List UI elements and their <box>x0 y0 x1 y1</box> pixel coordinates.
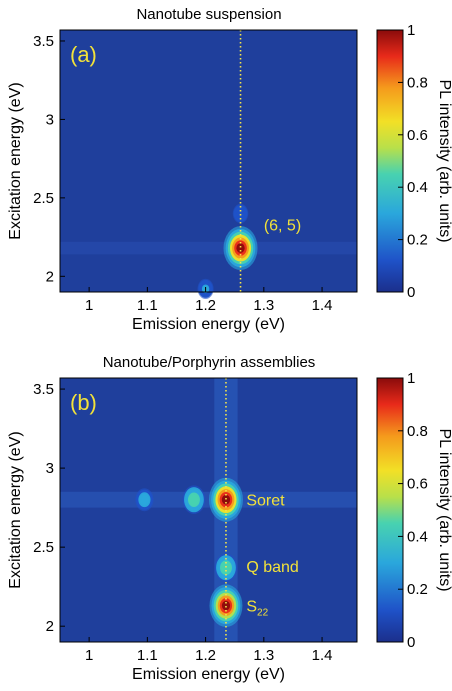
colorbar-tick-label: 0.6 <box>407 127 428 144</box>
colorbar-label: PL intensity (arb. units) <box>436 428 452 591</box>
colorbar-tick-label: 0 <box>407 634 415 651</box>
annotation-label: Soret <box>246 493 285 510</box>
axes: 1 1.1 1.2 1.3 1.4 2 2.5 3 3.5 Emission energy (eV… <box>7 29 358 333</box>
panel-title: Nanotube/Porphyrin assemblies <box>103 354 316 371</box>
x-tick-label: 1.4 <box>312 297 333 314</box>
x-tick-label: 1.2 <box>195 297 216 314</box>
x-tick-label: 1.1 <box>137 297 158 314</box>
y-tick-label: 2 <box>46 618 54 635</box>
colorbar-tick-label: 0.6 <box>407 476 428 493</box>
colorbar-gradient <box>376 29 404 293</box>
plot-area <box>60 378 357 642</box>
y-axis-label: Excitation energy (eV) <box>7 431 24 588</box>
colorbar-tick-label: 1 <box>407 370 415 387</box>
colorbar-tick-label: 1 <box>407 22 415 39</box>
panel-a: Nanotube suspension (a) (6, 5) 1 1.1 1.2 1.3… <box>7 6 452 333</box>
axes: 1 1.1 1.2 1.3 1.4 2 2.5 3 3.5 Emission energy (eV… <box>7 377 358 683</box>
y-tick-label: 3.5 <box>33 381 54 398</box>
panel-label: (a) <box>70 42 97 67</box>
colorbar: 0 0.2 0.4 0.6 0.8 1 PL intensity (arb. units) <box>376 370 452 651</box>
peak-contour <box>221 600 231 611</box>
x-tick-label: 1.3 <box>253 297 274 314</box>
peak <box>223 226 258 271</box>
background-streak <box>60 491 357 508</box>
peak <box>182 485 206 515</box>
panel-title: Nanotube suspension <box>136 6 281 23</box>
colorbar-tick-label: 0.2 <box>407 232 428 249</box>
plot-frame <box>59 29 358 293</box>
y-axis-label: Excitation energy (eV) <box>7 82 24 239</box>
x-tick-label: 1 <box>85 647 93 664</box>
colorbar-label: PL intensity (arb. units) <box>436 79 452 242</box>
y-tick-label: 2 <box>46 268 54 285</box>
plot-area <box>60 30 357 292</box>
background-streak <box>60 241 357 255</box>
x-axis-label: Emission energy (eV) <box>132 666 285 683</box>
peak-contour <box>190 495 198 504</box>
peak <box>208 477 243 522</box>
y-tick-label: 3.5 <box>33 33 54 50</box>
peak <box>209 584 243 627</box>
plot-frame <box>59 377 358 643</box>
x-tick-label: 1 <box>85 297 93 314</box>
colorbar-gradient <box>376 377 404 643</box>
peak-contour <box>237 210 244 217</box>
peak-contour <box>141 496 148 504</box>
x-tick-label: 1.4 <box>312 647 333 664</box>
x-tick-label: 1.1 <box>137 647 158 664</box>
peak <box>232 203 249 224</box>
y-tick-label: 3 <box>46 111 54 128</box>
panel-label: (b) <box>70 390 97 415</box>
y-tick-label: 2.5 <box>33 190 54 207</box>
x-tick-label: 1.2 <box>195 647 216 664</box>
peak-contour <box>221 494 231 505</box>
colorbar-tick-label: 0.8 <box>407 423 428 440</box>
peak-contour <box>222 563 230 572</box>
peak <box>135 488 154 512</box>
panel-b: Nanotube/Porphyrin assemblies (b) Soret Q … <box>7 354 452 683</box>
colorbar-tick-label: 0.2 <box>407 581 428 598</box>
x-axis-label: Emission energy (eV) <box>132 316 285 333</box>
colorbar-tick-label: 0.4 <box>407 528 428 545</box>
y-tick-label: 3 <box>46 460 54 477</box>
y-tick-label: 2.5 <box>33 539 54 556</box>
annotation-label: Q band <box>246 559 298 576</box>
annotation-label: (6, 5) <box>264 218 301 235</box>
colorbar-tick-label: 0 <box>407 284 415 301</box>
colorbar-tick-label: 0.8 <box>407 74 428 91</box>
peak <box>214 553 238 583</box>
colorbar: 0 0.2 0.4 0.6 0.8 1 PL intensity (arb. units) <box>376 22 452 301</box>
annotations: (a) (6, 5) <box>70 42 301 235</box>
peak-contour <box>236 243 245 253</box>
x-tick-label: 1.3 <box>253 647 274 664</box>
colorbar-tick-label: 0.4 <box>407 179 428 196</box>
